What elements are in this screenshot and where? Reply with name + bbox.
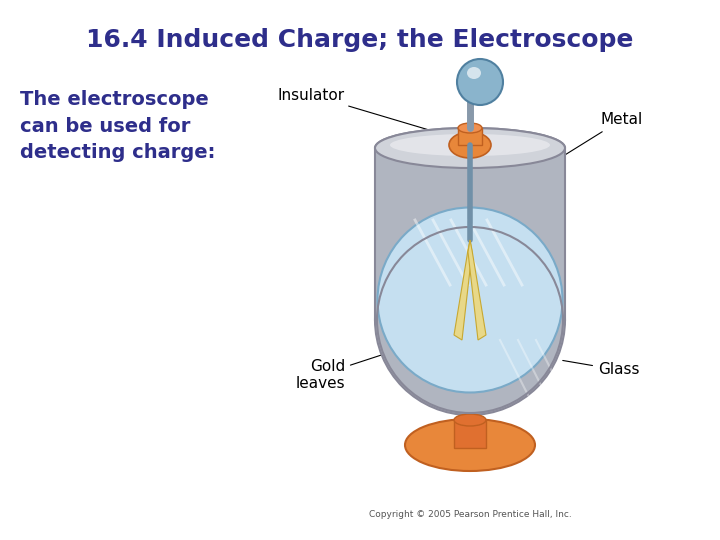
Ellipse shape	[375, 128, 565, 168]
Ellipse shape	[375, 128, 565, 168]
Text: Metal: Metal	[562, 112, 642, 157]
Text: 16.4 Induced Charge; the Electroscope: 16.4 Induced Charge; the Electroscope	[86, 28, 634, 52]
Polygon shape	[468, 240, 486, 340]
Polygon shape	[454, 420, 486, 448]
Ellipse shape	[390, 134, 550, 156]
Ellipse shape	[467, 67, 481, 79]
Ellipse shape	[454, 414, 486, 426]
Ellipse shape	[457, 59, 503, 105]
Polygon shape	[375, 148, 565, 320]
Text: Glass: Glass	[563, 361, 639, 377]
Ellipse shape	[458, 123, 482, 133]
Text: Gold
leaves: Gold leaves	[295, 331, 455, 391]
Ellipse shape	[405, 419, 535, 471]
Ellipse shape	[449, 132, 491, 158]
Ellipse shape	[375, 128, 565, 168]
Polygon shape	[375, 148, 565, 320]
Ellipse shape	[375, 225, 565, 415]
Polygon shape	[458, 128, 482, 145]
Text: Copyright © 2005 Pearson Prentice Hall, Inc.: Copyright © 2005 Pearson Prentice Hall, …	[369, 510, 572, 519]
Text: Insulator: Insulator	[278, 87, 454, 137]
Ellipse shape	[390, 134, 550, 156]
Text: The electroscope
can be used for
detecting charge:: The electroscope can be used for detecti…	[20, 90, 215, 162]
Polygon shape	[454, 240, 472, 340]
Ellipse shape	[377, 207, 562, 393]
